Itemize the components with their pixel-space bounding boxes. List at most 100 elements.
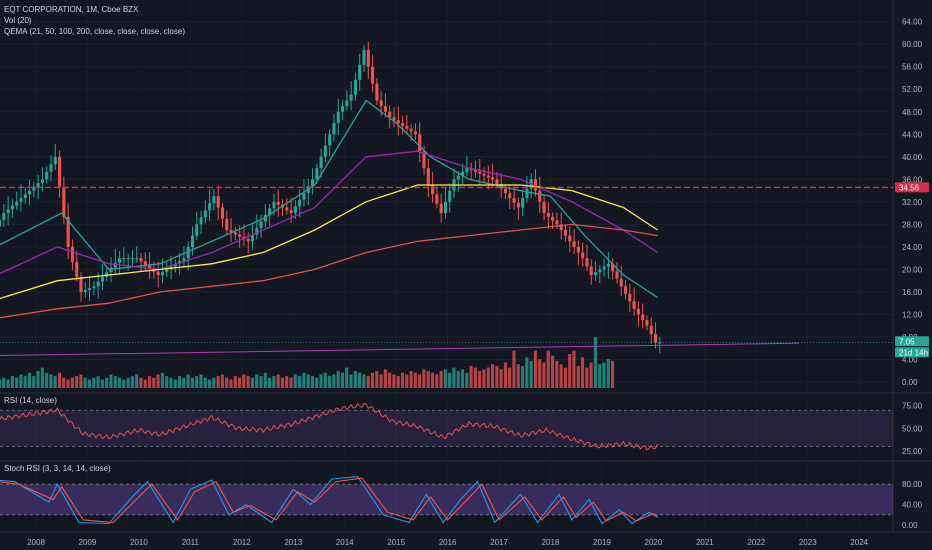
volume-bar: [293, 374, 297, 388]
candle-body: [568, 235, 572, 242]
candle-body: [100, 276, 104, 282]
candle-body: [165, 269, 169, 273]
candle-body: [572, 241, 576, 247]
candle-body: [632, 301, 636, 309]
price-tick-label: 56.00: [902, 63, 923, 72]
candle-body: [49, 164, 53, 172]
candle-body: [332, 123, 336, 135]
candle-body: [516, 202, 520, 208]
volume-bar: [6, 379, 10, 388]
candle-body: [538, 190, 542, 202]
candle-body: [598, 269, 602, 273]
volume-bar: [426, 371, 430, 388]
candle-body: [426, 168, 430, 185]
candle-body: [641, 314, 645, 321]
volume-bar: [366, 376, 370, 388]
candle-body: [96, 281, 100, 287]
candle-body: [259, 221, 263, 229]
volume-bar: [0, 379, 1, 388]
volume-bar: [152, 377, 156, 388]
ma-label[interactable]: QEMA (21, 50, 100, 200, close, close, cl…: [4, 27, 185, 36]
candle-body: [178, 260, 182, 264]
candle-body: [83, 290, 87, 292]
candle-body: [233, 232, 237, 235]
volume-bar: [443, 369, 447, 388]
volume-bar: [551, 355, 555, 388]
candle-body: [216, 196, 220, 208]
volume-bar: [289, 377, 293, 388]
volume-bar: [460, 369, 465, 388]
volume-bar: [203, 377, 207, 388]
candle-body: [250, 234, 255, 242]
volume-bar: [40, 367, 44, 388]
rsi-legend[interactable]: RSI (14, close): [4, 396, 57, 405]
volume-bar: [190, 377, 194, 388]
volume-bar: [259, 376, 263, 388]
volume-bar: [388, 372, 392, 388]
volume-bar: [422, 369, 426, 388]
candle-body: [533, 179, 538, 191]
candle-body: [126, 258, 130, 260]
volume-bar: [263, 372, 267, 388]
candle-body: [465, 168, 469, 172]
candle-body: [628, 293, 632, 302]
price-tick-label: 48.00: [902, 108, 923, 117]
candle-body: [551, 216, 555, 221]
candle-body: [495, 179, 499, 185]
candle-body: [0, 219, 2, 227]
volume-bar: [473, 367, 477, 388]
volume-bar: [413, 372, 417, 388]
volume-bar: [353, 371, 357, 388]
volume-label[interactable]: Vol (20): [4, 16, 32, 25]
volume-bar: [2, 377, 6, 388]
volume-bar: [499, 369, 503, 388]
candle-body: [503, 188, 508, 194]
volume-bar: [568, 354, 572, 388]
candle-body: [443, 201, 447, 214]
candle-body: [2, 213, 6, 220]
volume-bar: [563, 367, 567, 388]
volume-bar: [272, 376, 276, 388]
volume-bar: [285, 376, 289, 388]
main-legend: EQT CORPORATION, 1M, Cboe BZX Vol (20) Q…: [4, 4, 185, 37]
volume-bar: [165, 376, 169, 388]
volume-bar: [246, 376, 250, 388]
volume-bar: [147, 376, 152, 388]
volume-bar: [598, 364, 602, 388]
volume-bar: [520, 365, 525, 388]
candle-body: [392, 117, 396, 121]
candle-body: [238, 234, 242, 237]
candle-body: [328, 134, 332, 146]
candle-body: [512, 198, 516, 203]
candle-body: [542, 201, 546, 214]
volume-bar: [306, 374, 310, 388]
volume-bar: [396, 376, 400, 388]
volume-bar: [559, 364, 563, 388]
trend-line: [0, 342, 800, 357]
candle-body: [358, 64, 362, 80]
volume-bar: [495, 365, 499, 388]
stoch-legend[interactable]: Stoch RSI (3, 3, 14, 14, close): [4, 464, 111, 473]
candle-body: [409, 128, 413, 132]
volume-bar: [75, 376, 79, 388]
candle-body: [45, 171, 49, 180]
price-tick-label: 32.00: [902, 198, 923, 207]
volume-bar: [315, 377, 319, 388]
price-tick-label: 64.00: [902, 18, 923, 27]
time-tick-label: 2009: [79, 538, 97, 547]
rsi-tick-label: 25.00: [902, 447, 923, 456]
volume-bar: [430, 372, 435, 388]
candle-body: [302, 192, 306, 200]
symbol-title[interactable]: EQT CORPORATION, 1M, Cboe BZX: [4, 5, 139, 14]
last-price-badge-bg: [895, 336, 929, 347]
candle-body: [203, 210, 207, 218]
candle-body: [289, 210, 293, 214]
candle-body: [323, 145, 327, 157]
candle-body: [225, 218, 229, 230]
volume-bar: [439, 371, 443, 388]
candle-body: [143, 261, 147, 265]
volume-bar: [345, 367, 349, 388]
volume-bar: [400, 372, 405, 388]
volume-bar: [87, 379, 92, 388]
